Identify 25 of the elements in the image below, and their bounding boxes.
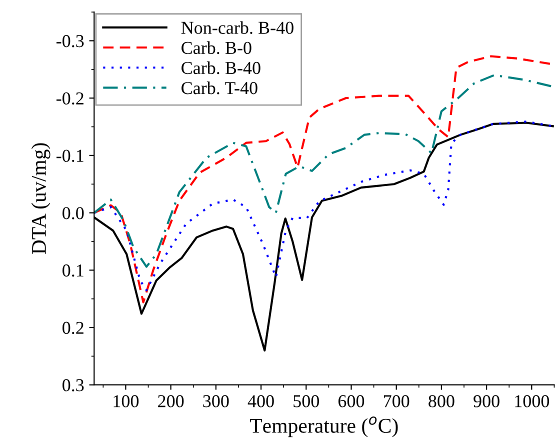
legend-label: Carb. B-0 <box>182 41 252 54</box>
line-series <box>94 74 554 268</box>
y-axis-title: DTA (uv/mg) <box>31 143 50 254</box>
y-tick-label: 0.0 <box>62 207 84 220</box>
y-tick-label: -0.3 <box>56 35 84 48</box>
y-tick-label: 0.3 <box>62 379 84 392</box>
x-tick-label: 900 <box>474 395 500 408</box>
legend-label: Carb. T-40 <box>182 81 258 94</box>
x-tick-label: 200 <box>158 395 184 408</box>
x-tick-label: 1000 <box>515 395 550 408</box>
y-tick-label: -0.2 <box>56 92 84 105</box>
legend-label: Carb. B-40 <box>182 61 260 74</box>
x-tick-label: 600 <box>338 395 364 408</box>
x-tick-label: 300 <box>203 395 229 408</box>
x-tick-label: 400 <box>248 395 274 408</box>
x-tick-label: 500 <box>294 395 319 408</box>
y-tick-label: 0.1 <box>62 264 84 277</box>
x-tick-label: 700 <box>384 395 410 408</box>
legend-label: Non-carb. B-40 <box>181 21 294 34</box>
x-tick-label: 800 <box>428 395 454 408</box>
x-axis-title: Temperature ($^{o}$C) <box>250 416 398 438</box>
line-series <box>94 120 554 292</box>
y-tick-label: -0.1 <box>56 150 84 162</box>
y-tick-label: 0.2 <box>62 322 84 334</box>
x-tick-label: 100 <box>114 395 139 408</box>
